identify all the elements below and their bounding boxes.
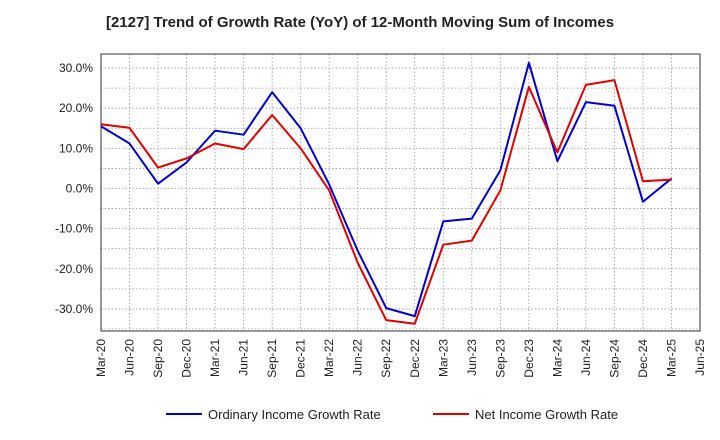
x-tick-label: Mar-20 <box>94 339 108 377</box>
x-tick-label: Mar-22 <box>322 339 336 377</box>
y-tick-label: 30.0% <box>59 61 93 75</box>
x-tick-label: Jun-23 <box>465 339 479 376</box>
x-tick-label: Jun-22 <box>351 339 365 376</box>
x-tick-label: Sep-24 <box>607 339 621 378</box>
x-tick-label: Dec-23 <box>522 339 536 378</box>
plot-border <box>100 53 701 332</box>
chart-title: [2127] Trend of Growth Rate (YoY) of 12-… <box>105 14 615 31</box>
x-tick-label: Jun-25 <box>693 339 707 376</box>
series-line-ordinary-income-growth-rate <box>100 61 673 318</box>
series-line-net-income-growth-rate <box>100 79 672 325</box>
x-tick-label: Mar-23 <box>436 339 450 377</box>
x-tick-label: Jun-20 <box>123 339 137 376</box>
x-tick-label: Jun-21 <box>237 339 251 376</box>
legend-label: Ordinary Income Growth Rate <box>208 407 381 422</box>
x-tick-label: Dec-24 <box>636 339 650 378</box>
x-tick-label: Sep-22 <box>379 339 393 378</box>
y-tick-label: 20.0% <box>59 101 93 115</box>
x-tick-label: Sep-21 <box>265 339 279 378</box>
x-tick-label: Jun-24 <box>579 339 593 376</box>
y-tick-label: -30.0% <box>55 302 93 316</box>
y-tick-label: 10.0% <box>59 141 93 155</box>
x-tick-label: Dec-22 <box>408 339 422 378</box>
x-tick-label: Mar-25 <box>664 339 678 377</box>
y-tick-label: 0.0% <box>66 181 94 195</box>
x-tick-label: Dec-21 <box>294 339 308 378</box>
x-tick-label: Dec-20 <box>180 339 194 378</box>
y-tick-label: -10.0% <box>55 222 93 236</box>
y-tick-label: -20.0% <box>55 262 93 276</box>
x-tick-label: Mar-24 <box>550 339 564 377</box>
plot-area <box>101 54 700 331</box>
legend-label: Net Income Growth Rate <box>475 407 618 422</box>
x-tick-label: Sep-23 <box>493 339 507 378</box>
x-tick-label: Mar-21 <box>208 339 222 377</box>
x-tick-label: Sep-20 <box>151 339 165 378</box>
